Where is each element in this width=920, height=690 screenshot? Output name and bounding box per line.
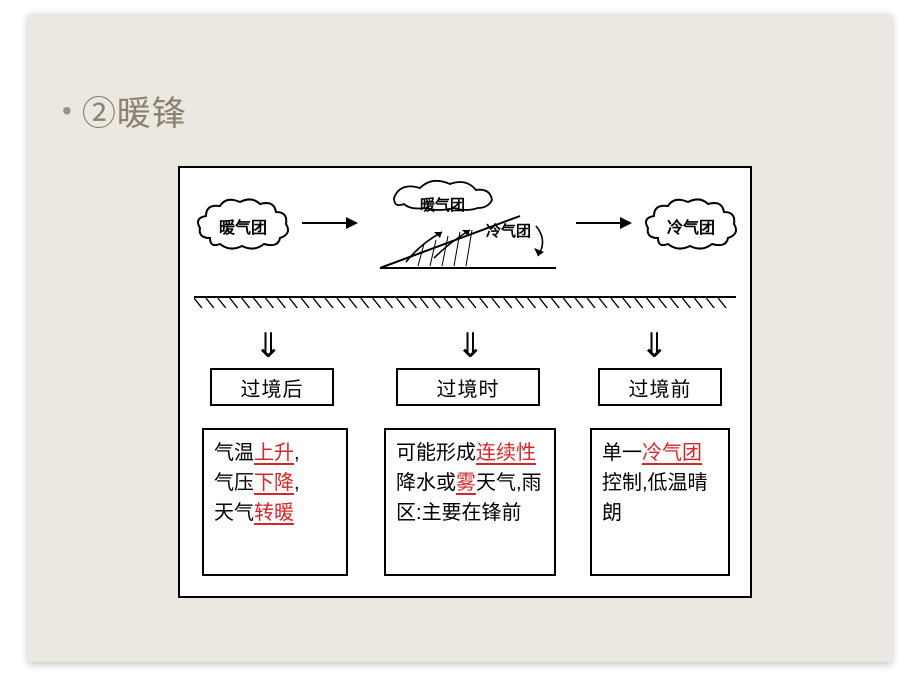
text: ,: [294, 472, 300, 494]
text: 控制,低温晴朗: [602, 472, 708, 524]
text: 气压: [214, 472, 254, 494]
text: 气温: [214, 442, 254, 464]
text: 天气: [214, 502, 254, 524]
stage-during-header: 过境时: [396, 368, 540, 406]
arrow-icon: [576, 222, 630, 224]
text: 降水或: [396, 472, 456, 494]
arrow-icon: [302, 222, 356, 224]
warm-air-cloud: 暖气团: [196, 198, 290, 252]
highlight: 冷气团: [642, 442, 702, 464]
warm-air-label: 暖气团: [196, 214, 290, 238]
highlight: 下降: [254, 472, 294, 494]
stage-before-body: 单一冷气团控制,低温晴朗: [590, 428, 730, 576]
cold-air-cloud: 冷气团: [644, 198, 738, 252]
bullet-icon: •: [62, 97, 72, 125]
slide: • ②暖锋 暖气团: [28, 14, 892, 662]
highlight: 上升: [254, 442, 294, 464]
ground-line: [194, 296, 736, 310]
stage-after-body: 气温上升, 气压下降, 天气转暖: [202, 428, 348, 576]
warm-front-diagram: 暖气团 冷气团: [370, 178, 566, 274]
front-warm-label: 暖气团: [420, 194, 465, 215]
text: 单一: [602, 442, 642, 464]
highlight: 转暖: [254, 502, 294, 524]
down-arrow-icon: ⇓: [456, 326, 485, 366]
stage-before-header: 过境前: [598, 368, 722, 406]
diagram-container: 暖气团: [178, 166, 752, 598]
stage-after-header: 过境后: [210, 368, 334, 406]
text: 可能形成: [396, 442, 476, 464]
down-arrow-icon: ⇓: [640, 326, 669, 366]
text: ,: [294, 442, 300, 464]
front-cold-label: 冷气团: [486, 220, 531, 241]
cold-air-label: 冷气团: [644, 214, 738, 238]
slide-title-row: • ②暖锋: [62, 86, 187, 135]
slide-title: ②暖锋: [82, 86, 187, 135]
text: 主要在锋前: [422, 502, 522, 524]
highlight: 雾: [456, 472, 476, 494]
highlight: 连续性: [476, 442, 536, 464]
down-arrow-icon: ⇓: [254, 326, 283, 366]
stage-during-body: 可能形成连续性降水或雾天气,雨区:主要在锋前: [384, 428, 556, 576]
